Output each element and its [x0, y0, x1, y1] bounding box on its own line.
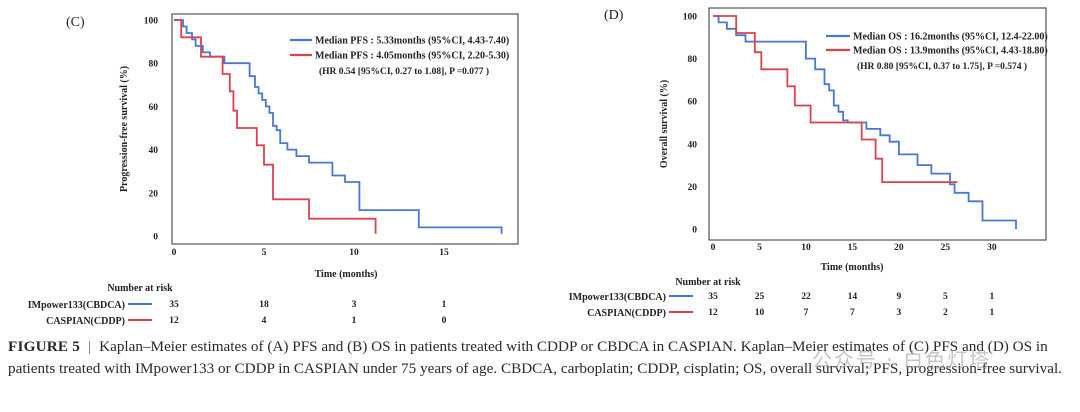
y-tick-label: 60: [149, 103, 159, 113]
panel-c-risk-table: 35 18 3 1 12 4 1 0: [169, 300, 446, 326]
risk-count: 14: [848, 292, 858, 302]
risk-count: 3: [352, 300, 357, 310]
panel-c-legend-caspian: Median PFS : 4.05months (95%CI, 2.20-5.3…: [315, 51, 509, 62]
panel-c-curves: [174, 19, 503, 234]
risk-count: 5: [943, 292, 948, 302]
panel-c-legend-impower: Median PFS : 5.33months (95%CI, 4.43-7.4…: [315, 36, 509, 47]
panel-d-legend: Median OS : 16.2months (95%CI, 12.4-22.0…: [826, 32, 1048, 72]
panel-d-y-axis-title: Overall survival (%): [659, 80, 670, 168]
panel-c-label: (C): [66, 15, 85, 30]
risk-count: 18: [259, 300, 269, 310]
y-tick-label: 80: [149, 60, 159, 70]
x-tick-label: 5: [262, 248, 267, 258]
watermark-text: 公众号 · 白色灯塔: [812, 348, 992, 372]
panel-c-plot-frame: [171, 13, 519, 245]
panel-d-risk-table: 35 25 22 14 9 5 1 12 10 7 7 3 2 1: [708, 292, 994, 318]
y-tick-label: 40: [688, 140, 698, 150]
panel-d-plot-frame: [708, 7, 1047, 241]
y-tick-label: 80: [688, 55, 698, 65]
panel-d-legend-impower: Median OS : 16.2months (95%CI, 12.4-22.0…: [853, 32, 1048, 43]
figure-caption: FIGURE 5 | Kaplan–Meier estimates of (A) P…: [8, 336, 1074, 379]
x-tick-label: 20: [894, 243, 904, 253]
y-tick-label: 60: [688, 98, 698, 108]
risk-count: 4: [262, 316, 267, 326]
x-tick-label: 10: [801, 243, 811, 253]
risk-count: 2: [943, 308, 948, 318]
x-tick-label: 30: [987, 243, 997, 253]
y-tick-label: 0: [692, 226, 697, 236]
risk-count: 1: [989, 292, 994, 302]
risk-count: 0: [442, 316, 447, 326]
panel-d-axes: 0 5 10 15 20 25 30 0 20 40 60 80 100: [683, 13, 997, 254]
panel-c-x-axis-title: Time (months): [315, 269, 378, 280]
caspian-curve: [174, 19, 377, 234]
risk-count: 3: [897, 308, 902, 318]
y-tick-label: 20: [688, 183, 698, 193]
x-tick-label: 15: [439, 248, 449, 258]
caspian-curve: [713, 15, 958, 183]
risk-count: 10: [755, 308, 765, 318]
risk-count: 25: [755, 292, 765, 302]
caption-text: Kaplan–Meier estimates of (A) PFS and (B…: [8, 338, 1062, 377]
risk-count: 1: [352, 316, 357, 326]
x-tick-label: 5: [757, 243, 762, 253]
panel-d-hr-annotation: (HR 0.80 [95%CI, 0.37 to 1.75], P =0.574…: [857, 61, 1027, 72]
panel-d-risk-title: Number at risk: [675, 277, 741, 288]
panel-d-legend-caspian: Median OS : 13.9months (95%CI, 4.43-18.8…: [853, 46, 1048, 57]
risk-count: 12: [169, 316, 179, 326]
panel-d-curves: [713, 15, 1017, 229]
panel-c-y-axis-title: Progression-free survival (%): [119, 66, 130, 192]
panel-d-risk-label-caspian: CASPIAN(CDDP): [587, 308, 666, 319]
x-tick-label: 0: [711, 243, 716, 253]
panel-c-risk-label-impower: IMpower133(CBDCA): [28, 300, 125, 311]
risk-count: 7: [804, 308, 809, 318]
x-tick-label: 25: [941, 243, 951, 253]
risk-count: 35: [708, 292, 718, 302]
x-tick-label: 10: [349, 248, 359, 258]
x-tick-label: 0: [172, 248, 177, 258]
panel-d-risk-label-impower: IMpower133(CBDCA): [569, 292, 666, 303]
risk-count: 35: [169, 300, 179, 310]
risk-count: 1: [442, 300, 447, 310]
impower-curve: [713, 15, 1017, 229]
y-tick-label: 100: [683, 13, 698, 23]
risk-count: 1: [989, 308, 994, 318]
y-tick-label: 40: [149, 146, 159, 156]
panel-c-axes: 0 5 10 15 0 20 40 60 80 100: [144, 17, 449, 259]
panel-c-risk-title: Number at risk: [107, 283, 173, 294]
y-tick-label: 20: [149, 189, 159, 199]
caption-separator: |: [88, 338, 92, 355]
x-tick-label: 15: [848, 243, 858, 253]
risk-count: 7: [850, 308, 855, 318]
panel-c-risk-label-caspian: CASPIAN(CDDP): [46, 316, 125, 327]
risk-count: 9: [897, 292, 902, 302]
y-tick-label: 100: [144, 17, 159, 27]
panel-c-legend: Median PFS : 5.33months (95%CI, 4.43-7.4…: [290, 36, 509, 77]
risk-count: 22: [801, 292, 811, 302]
panel-c-hr-annotation: (HR 0.54 [95%CI, 0.27 to 1.08], P =0.077…: [319, 66, 489, 77]
panel-d-x-axis-title: Time (months): [821, 262, 884, 273]
panel-d-label: (D): [604, 8, 624, 23]
risk-count: 12: [708, 308, 718, 318]
y-tick-label: 0: [153, 233, 158, 243]
caption-label: FIGURE 5: [8, 338, 81, 355]
